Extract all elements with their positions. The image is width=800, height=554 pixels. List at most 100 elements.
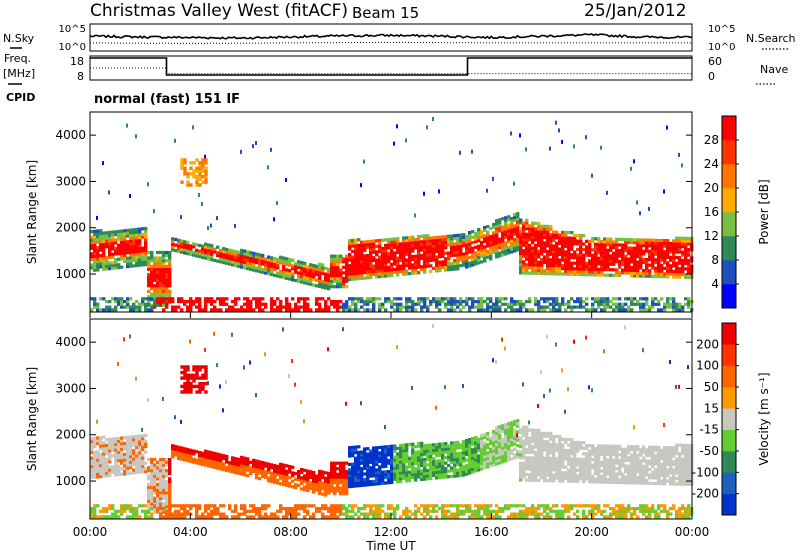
heatmap-cell (438, 235, 442, 239)
heatmap-cell (441, 472, 445, 477)
heatmap-cell (417, 265, 421, 269)
heatmap-cell (306, 273, 310, 277)
heatmap-cell (192, 452, 196, 456)
heatmap-cell (255, 467, 259, 472)
heatmap-cell (339, 481, 343, 485)
heatmap-cell (162, 270, 166, 274)
heatmap-cell (513, 302, 517, 306)
heatmap-cell (555, 255, 559, 259)
heatmap-cell (105, 507, 109, 511)
heatmap-cell (453, 250, 457, 254)
heatmap-cell (534, 271, 538, 275)
heatmap-cell (285, 483, 289, 487)
heatmap-cell (243, 266, 247, 270)
heatmap-cell (366, 300, 370, 304)
heatmap-cell (183, 251, 187, 255)
heatmap-cell (630, 300, 634, 304)
heatmap-cell (519, 305, 523, 309)
heatmap-cell (489, 453, 493, 457)
heatmap-cell (447, 268, 451, 272)
heatmap-cell (618, 297, 622, 301)
heatmap-cell (402, 305, 406, 309)
heatmap-cell (339, 478, 343, 482)
heatmap-cell (330, 274, 334, 278)
heatmap-cell (372, 267, 376, 271)
heatmap-cell (138, 456, 142, 460)
heatmap-cell (411, 255, 415, 259)
heatmap-cell (402, 471, 406, 475)
heatmap-cell (297, 472, 301, 476)
heatmap-cell (276, 271, 280, 275)
heatmap-cell (366, 259, 370, 263)
heatmap-cell (234, 504, 238, 508)
heatmap-cell (351, 468, 355, 472)
heatmap-cell (129, 463, 133, 467)
heatmap-cell (222, 255, 226, 259)
heatmap-cell (312, 272, 316, 276)
heatmap-cell (642, 305, 646, 309)
heatmap-cell (525, 218, 529, 222)
heatmap-cell (594, 237, 598, 241)
heatmap-cell (405, 507, 409, 511)
heatmap-cell (615, 246, 619, 250)
heatmap-cell (228, 466, 232, 470)
heatmap-cell (192, 457, 196, 461)
heatmap-cell (486, 515, 490, 519)
heatmap-cell (567, 302, 571, 306)
heatmap-cell (426, 264, 430, 268)
heatmap-cell (216, 512, 220, 516)
heatmap-cell (261, 472, 265, 476)
heatmap-cell (582, 273, 586, 277)
heatmap-cell (210, 451, 214, 455)
heatmap-cell (216, 216, 218, 221)
heatmap-cell (468, 454, 472, 458)
heatmap-cell (240, 469, 244, 473)
heatmap-cell (363, 458, 367, 462)
heatmap-cell (420, 254, 424, 258)
heatmap-cell (474, 240, 478, 244)
heatmap-cell (423, 444, 427, 448)
heatmap-cell (372, 258, 376, 263)
heatmap-cell (138, 244, 142, 248)
heatmap-cell (405, 515, 409, 519)
heatmap-cell (432, 448, 436, 452)
heatmap-cell (330, 271, 334, 275)
heatmap-cell (294, 305, 298, 309)
heatmap-cell (510, 250, 514, 254)
heatmap-cell (108, 454, 112, 458)
heatmap-cell (498, 458, 502, 462)
heatmap-cell (141, 445, 145, 449)
heatmap-cell (357, 277, 361, 281)
heatmap-cell (546, 241, 550, 245)
heatmap-cell (327, 297, 331, 301)
heatmap-cell (156, 292, 160, 296)
heatmap-cell (630, 260, 634, 264)
heatmap-cell (396, 458, 400, 462)
heatmap-cell (372, 482, 376, 486)
heatmap-cell (126, 515, 130, 519)
heatmap-cell (312, 269, 316, 273)
heatmap-cell (324, 479, 328, 483)
heatmap-cell (672, 264, 676, 268)
heatmap-cell (666, 244, 670, 248)
heatmap-cell (366, 273, 370, 277)
heatmap-cell (387, 470, 391, 474)
heatmap-cell (450, 302, 454, 306)
heatmap-cell (369, 270, 373, 274)
heatmap-cell (519, 453, 523, 457)
heatmap-cell (90, 462, 94, 466)
heatmap-cell (330, 512, 334, 516)
heatmap-cell (453, 455, 457, 459)
heatmap-cell (195, 507, 199, 511)
heatmap-cell (306, 302, 310, 306)
heatmap-cell (330, 467, 334, 471)
heatmap-cell (135, 459, 139, 463)
heatmap-cell (435, 247, 439, 251)
heatmap-cell (471, 255, 475, 259)
heatmap-cell (114, 512, 118, 516)
heatmap-cell (618, 302, 622, 306)
heatmap-cell (252, 265, 256, 269)
heatmap-cell (399, 302, 403, 306)
heatmap-cell (489, 235, 493, 239)
heatmap-cell (147, 289, 151, 293)
